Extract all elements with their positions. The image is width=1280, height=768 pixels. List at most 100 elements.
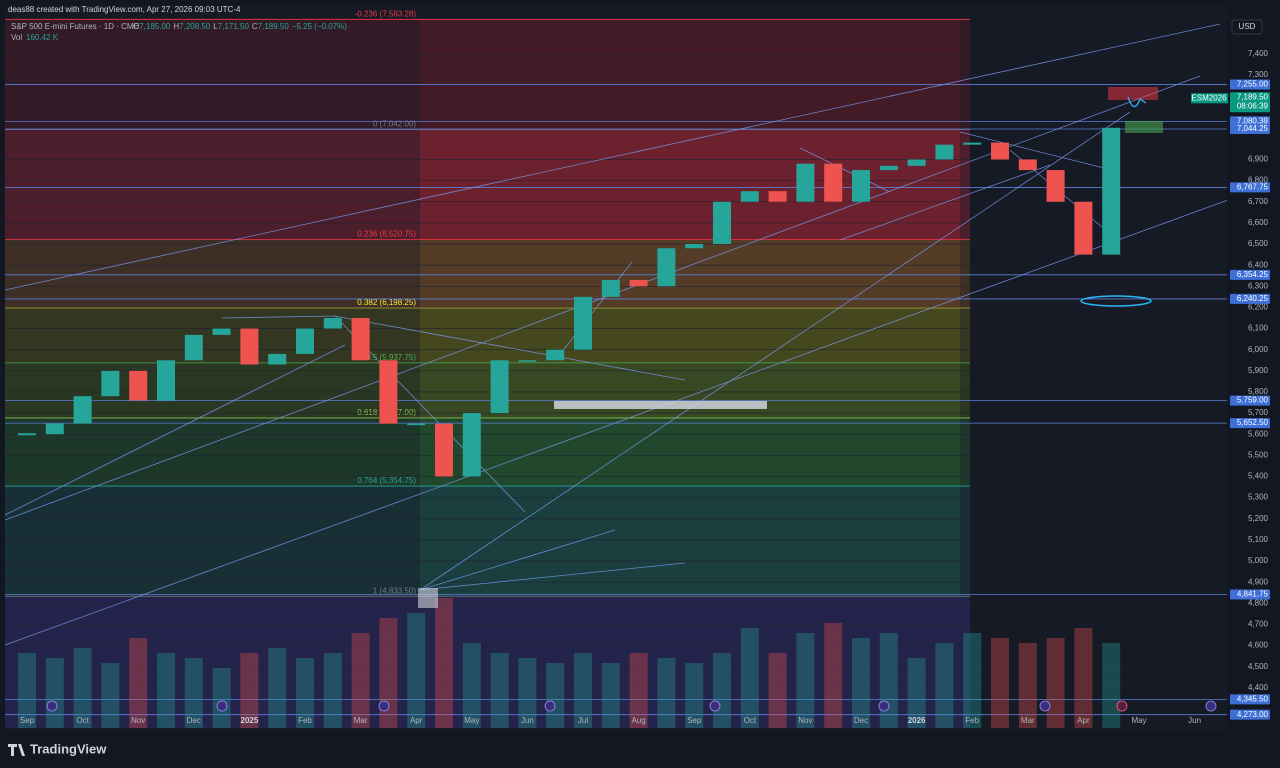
candle	[379, 360, 398, 424]
volume-value: 160.42 K	[26, 33, 59, 42]
candle	[323, 317, 342, 329]
volume-bar	[184, 658, 203, 728]
x-tick-label: Apr	[1077, 716, 1090, 725]
event-icon[interactable]	[878, 700, 890, 712]
volume-bar	[73, 648, 92, 728]
candle	[713, 201, 731, 245]
volume-bar	[796, 633, 815, 728]
x-tick-label: May	[464, 716, 479, 725]
candle	[240, 328, 259, 365]
volume-bar	[1074, 628, 1093, 728]
volume-bar	[407, 613, 426, 728]
currency[interactable]: USD	[1239, 22, 1256, 31]
last-price-label: 7,189.50	[1237, 92, 1269, 101]
trend-line	[419, 562, 686, 591]
volume-bar	[852, 638, 870, 728]
y-tick-label: 6,100	[1248, 324, 1269, 333]
circled-level	[1080, 295, 1152, 307]
y-tick-label: 6,200	[1248, 303, 1269, 312]
x-tick-label: 2025	[241, 716, 259, 725]
x-tick-label: Oct	[76, 716, 89, 725]
event-icon[interactable]	[1205, 700, 1217, 712]
volume-bar	[546, 663, 565, 728]
volume-bar	[435, 598, 453, 728]
candle	[1046, 170, 1065, 202]
trend-line	[334, 315, 686, 381]
x-tick-label: Aug	[631, 716, 645, 725]
highlight-bar	[554, 401, 767, 409]
volume-bar	[490, 653, 509, 728]
trend-line	[839, 164, 1051, 241]
event-icon[interactable]	[709, 700, 721, 712]
x-tick-label: Sep	[20, 716, 35, 725]
candle	[212, 328, 231, 335]
y-tick-label: 6,500	[1248, 239, 1269, 248]
candle	[546, 349, 565, 361]
x-tick-label: Dec	[854, 716, 868, 725]
candle	[629, 279, 648, 287]
volume-bar	[1018, 643, 1037, 728]
volume-bar	[685, 663, 704, 728]
fib-label: 0 (7,042.00)	[373, 120, 416, 129]
candle	[1074, 201, 1093, 255]
candle	[518, 360, 537, 362]
candle	[740, 191, 759, 202]
level-badge	[1230, 418, 1270, 429]
level-badge-label: 5,652.50	[1237, 418, 1269, 427]
level-badge-label: 7,080.39	[1237, 116, 1269, 125]
countdown: 08:06:39	[1237, 101, 1269, 110]
x-tick-label: Mar	[1021, 716, 1035, 725]
level-badge	[1230, 269, 1270, 280]
y-tick-label: 5,900	[1248, 366, 1269, 375]
volume-bar	[601, 663, 620, 728]
fib-zone	[420, 486, 960, 597]
projection-arrow	[1127, 96, 1147, 108]
logo-mark	[8, 744, 25, 756]
volume-bar	[879, 633, 898, 728]
level-badge-label: 6,354.25	[1237, 270, 1269, 279]
volume-bar	[740, 628, 759, 728]
level-badge-label: 5,759.00	[1237, 396, 1269, 405]
brand: TradingView	[30, 741, 107, 756]
level-badge	[1230, 79, 1270, 90]
volume-bar	[629, 653, 648, 728]
trend-line	[4, 344, 346, 516]
event-icon[interactable]	[46, 700, 58, 712]
y-tick-label: 5,700	[1248, 408, 1269, 417]
event-icon[interactable]	[1116, 700, 1128, 712]
x-tick-label: Sep	[687, 716, 702, 725]
event-icon[interactable]	[1039, 700, 1051, 712]
candle	[963, 142, 982, 145]
symbol: S&P 500 E-mini Futures · 1D · CME	[11, 22, 139, 31]
x-tick-label: Mar	[354, 716, 368, 725]
event-icon[interactable]	[544, 700, 556, 712]
currency-button[interactable]	[1231, 19, 1263, 35]
fib-zone	[420, 417, 960, 487]
y-tick-label: 5,100	[1248, 535, 1269, 544]
volume-bar	[45, 658, 64, 728]
level-badge	[1230, 589, 1270, 600]
symbol-badge	[1191, 93, 1228, 104]
ohlc-key: L	[213, 22, 218, 31]
level-badge-label: 7,044.25	[1237, 124, 1269, 133]
level-badge	[1230, 124, 1270, 135]
y-tick-label: 5,000	[1248, 556, 1269, 565]
x-tick-label: 2026	[908, 716, 926, 725]
volume-bar	[240, 653, 259, 728]
candle	[490, 360, 509, 414]
ohlc-value: 7,171.50	[218, 22, 250, 31]
event-icon[interactable]	[216, 700, 228, 712]
candle	[101, 370, 120, 397]
level-badge-label: 4,273.00	[1237, 710, 1269, 719]
x-tick-label: Apr	[410, 716, 423, 725]
x-tick-label: Feb	[298, 716, 312, 725]
volume-bar	[657, 658, 676, 728]
ohlc-value: 7,189.50	[258, 22, 290, 31]
y-tick-label: 7,400	[1248, 49, 1269, 58]
level-badge-label: 7,255.00	[1237, 80, 1269, 89]
event-icon[interactable]	[378, 700, 390, 712]
volume-bar	[129, 638, 148, 728]
x-tick-label: Jun	[521, 716, 534, 725]
volume-bar	[1102, 643, 1121, 728]
x-tick-label: Feb	[965, 716, 979, 725]
